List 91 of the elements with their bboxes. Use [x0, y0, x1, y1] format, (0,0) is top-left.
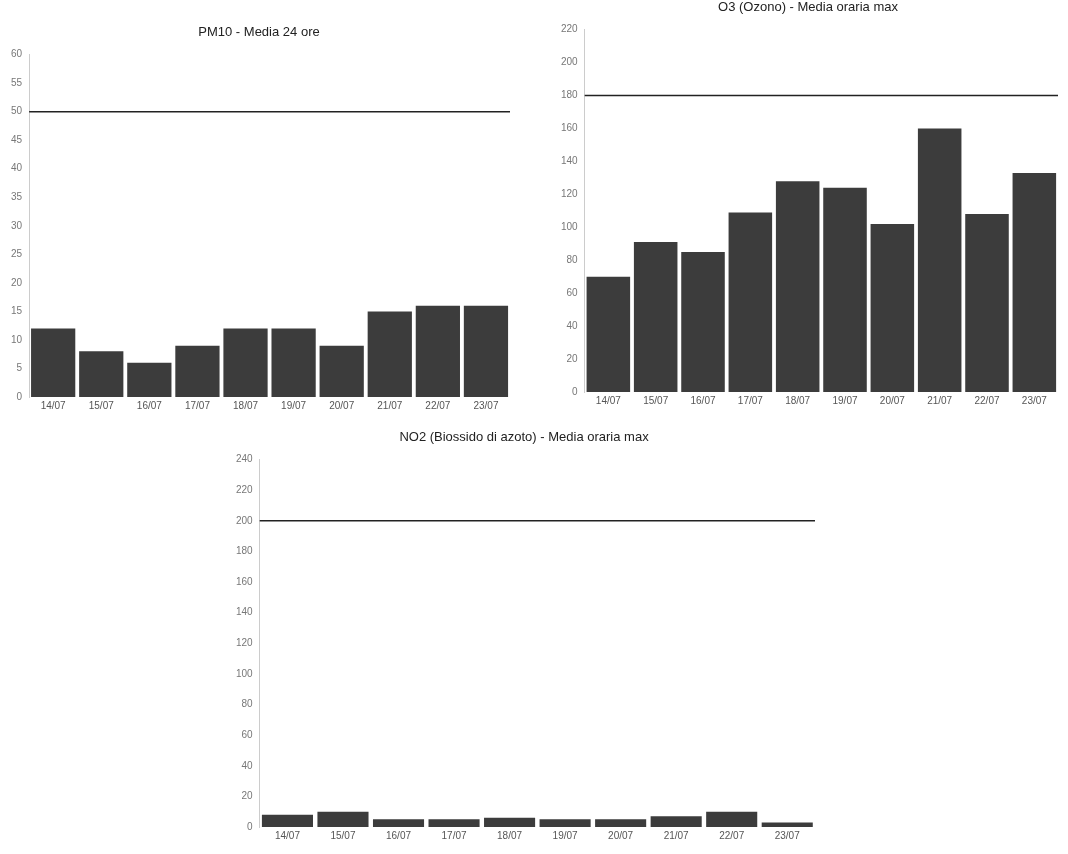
x-tick-label: 19/07 — [832, 394, 858, 406]
y-tick-label: 220 — [561, 23, 579, 35]
y-tick-label: 45 — [11, 133, 23, 145]
y-tick-label: 80 — [241, 698, 254, 710]
x-tick-label: 20/07 — [879, 394, 906, 406]
y-tick-label: 15 — [11, 305, 23, 317]
bar — [223, 328, 268, 397]
x-tick-label: 23/07 — [473, 399, 499, 411]
y-tick-label: 120 — [561, 188, 579, 200]
y-tick-label: 100 — [236, 667, 254, 679]
x-tick-label: 18/07 — [233, 399, 259, 411]
y-tick-label: 30 — [11, 219, 23, 231]
y-tick-label: 160 — [236, 575, 254, 587]
y-tick-label: 40 — [241, 759, 254, 771]
x-tick-label: 18/07 — [497, 829, 523, 841]
bar — [79, 351, 124, 397]
bar — [271, 328, 316, 397]
y-tick-label: 5 — [16, 362, 23, 374]
x-tick-label: 16/07 — [386, 829, 412, 841]
bar — [870, 223, 915, 392]
bar — [415, 305, 460, 397]
bar — [367, 311, 412, 397]
y-tick-label: 60 — [566, 286, 579, 298]
chart-title: NO2 (Biossido di azoto) - Media oraria max — [399, 429, 650, 445]
y-tick-label: 140 — [236, 606, 254, 618]
y-tick-label: 200 — [236, 514, 254, 526]
bar — [681, 251, 725, 392]
bar — [319, 345, 364, 397]
y-tick-label: 20 — [11, 276, 23, 288]
y-tick-label: 10 — [11, 333, 23, 345]
x-tick-label: 22/07 — [974, 394, 1000, 406]
x-tick-label: 14/07 — [274, 829, 301, 841]
x-tick-label: 21/07 — [377, 399, 403, 411]
bar — [127, 362, 172, 397]
x-tick-label: 23/07 — [774, 829, 801, 841]
bar — [586, 276, 631, 392]
x-tick-label: 15/07 — [88, 399, 115, 411]
bar — [463, 305, 509, 397]
chart-title: O3 (Ozono) - Media oraria max — [718, 0, 899, 15]
y-tick-label: 220 — [236, 483, 254, 495]
x-tick-label: 14/07 — [40, 399, 67, 411]
y-tick-label: 50 — [11, 105, 23, 117]
x-tick-label: 15/07 — [330, 829, 356, 841]
x-tick-label: 17/07 — [184, 399, 211, 411]
y-tick-label: 60 — [11, 48, 23, 60]
x-tick-label: 21/07 — [927, 394, 953, 406]
y-tick-label: 80 — [566, 253, 579, 265]
y-tick-label: 40 — [11, 162, 23, 174]
x-tick-label: 20/07 — [329, 399, 355, 411]
y-tick-label: 60 — [241, 728, 254, 740]
bar — [31, 328, 76, 397]
y-tick-label: 55 — [11, 76, 23, 88]
bar — [175, 345, 220, 397]
y-tick-label: 0 — [16, 390, 23, 402]
x-tick-label: 19/07 — [281, 399, 307, 411]
bar — [728, 212, 773, 392]
x-tick-label: 17/07 — [737, 394, 764, 406]
x-tick-label: 17/07 — [441, 829, 467, 841]
bar — [823, 187, 867, 392]
bar — [1012, 172, 1057, 392]
y-tick-label: 120 — [236, 637, 254, 649]
bar — [633, 242, 678, 392]
y-tick-label: 35 — [11, 191, 23, 203]
chart-title: PM10 - Media 24 ore — [198, 24, 320, 40]
y-tick-label: 25 — [11, 248, 23, 260]
y-tick-label: 0 — [572, 385, 579, 397]
x-tick-label: 22/07 — [719, 829, 745, 841]
bar — [965, 214, 1009, 392]
y-tick-label: 20 — [566, 352, 579, 364]
y-tick-label: 160 — [561, 122, 579, 134]
y-tick-label: 180 — [561, 89, 579, 101]
y-tick-label: 100 — [561, 221, 579, 233]
x-tick-label: 14/07 — [595, 394, 622, 406]
y-tick-label: 20 — [241, 790, 254, 802]
y-tick-label: 180 — [236, 545, 254, 557]
bar — [917, 128, 962, 392]
x-tick-label: 18/07 — [785, 394, 811, 406]
x-tick-label: 23/07 — [1021, 394, 1048, 406]
y-tick-label: 240 — [236, 453, 254, 465]
bar — [775, 181, 820, 392]
y-tick-label: 140 — [561, 155, 579, 167]
x-tick-label: 20/07 — [608, 829, 634, 841]
y-tick-label: 40 — [566, 319, 579, 331]
x-tick-label: 21/07 — [663, 829, 690, 841]
x-tick-label: 22/07 — [425, 399, 451, 411]
x-tick-label: 19/07 — [552, 829, 579, 841]
x-tick-label: 15/07 — [643, 394, 669, 406]
y-tick-label: 200 — [561, 56, 579, 68]
y-tick-label: 0 — [247, 820, 254, 832]
x-tick-label: 16/07 — [136, 399, 163, 411]
x-tick-label: 16/07 — [690, 394, 716, 406]
